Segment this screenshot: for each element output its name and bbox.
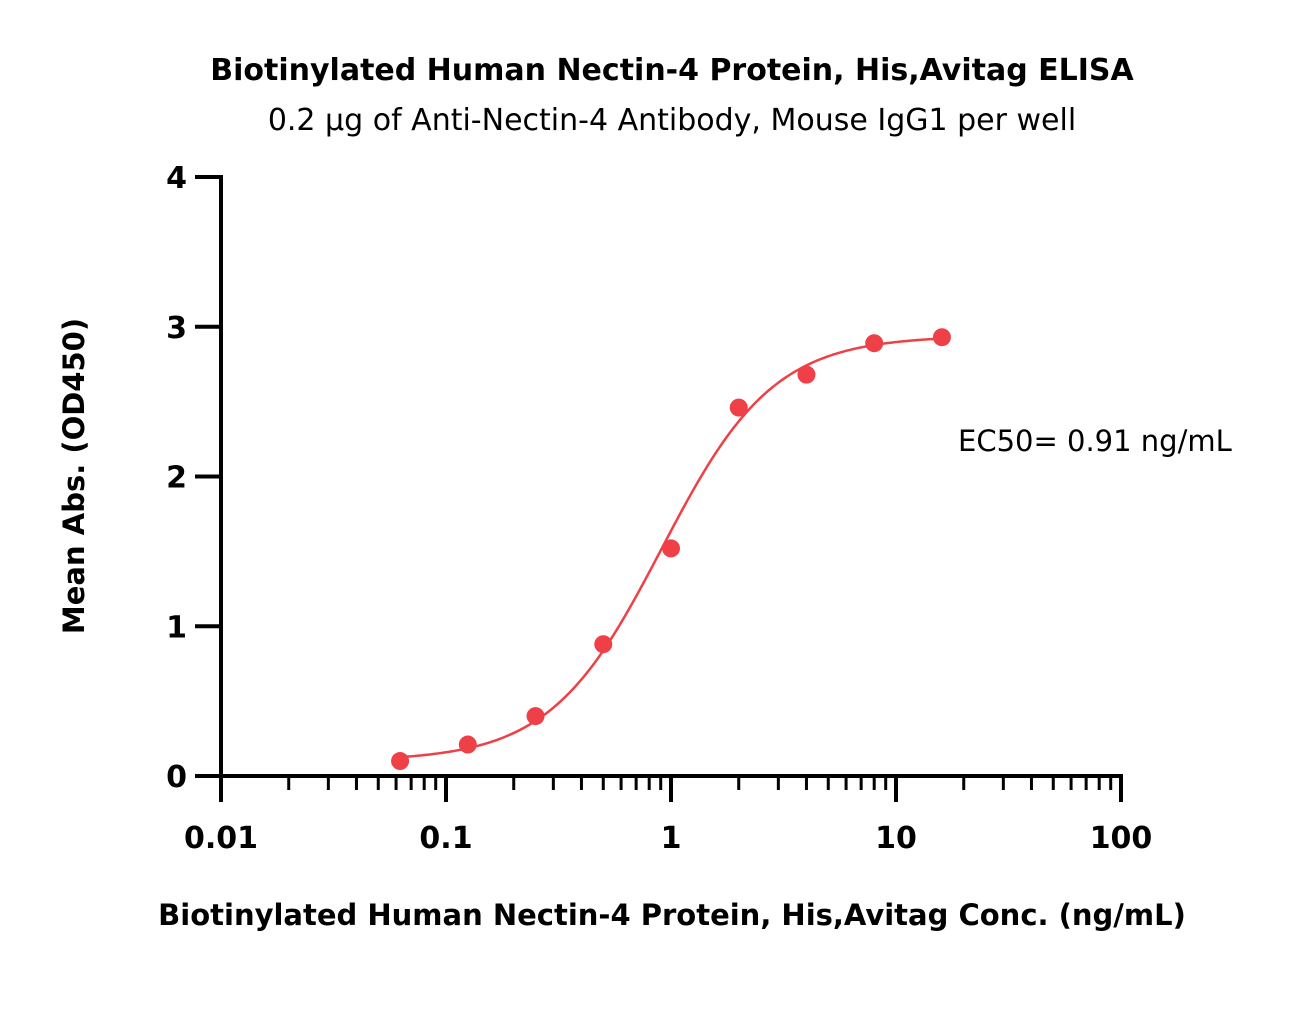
y-tick-label: 4 [166,161,187,196]
fit-curve [399,337,942,759]
data-point [932,328,951,347]
x-tick-label: 10 [875,821,917,856]
data-point [797,365,816,384]
chart-title: Biotinylated Human Nectin-4 Protein, His… [210,53,1134,88]
y-tick-label: 1 [166,610,187,645]
data-point [594,635,613,654]
chart-subtitle: 0.2 μg of Anti-Nectin-4 Antibody, Mouse … [268,103,1076,138]
y-axis-label: Mean Abs. (OD450) [57,318,91,634]
data-point [662,539,680,558]
plot-area: 0 1 2 3 4 0.01 0.1 1 10 100 [166,161,1152,856]
data-point [391,752,410,771]
y-tick-label: 0 [166,760,187,795]
x-tick-label: 0.1 [419,821,472,856]
x-tick-label: 1 [661,821,682,856]
y-tick-label: 2 [166,461,187,496]
x-axis-label: Biotinylated Human Nectin-4 Protein, His… [158,898,1186,932]
data-point [526,707,545,726]
data-point [865,334,884,353]
x-tick-label: 0.01 [184,821,258,856]
ec50-annotation: EC50= 0.91 ng/mL [958,424,1232,458]
x-tick-label: 100 [1090,821,1153,856]
data-point [729,398,748,417]
y-tick-label: 3 [166,311,187,346]
data-point [458,735,477,754]
